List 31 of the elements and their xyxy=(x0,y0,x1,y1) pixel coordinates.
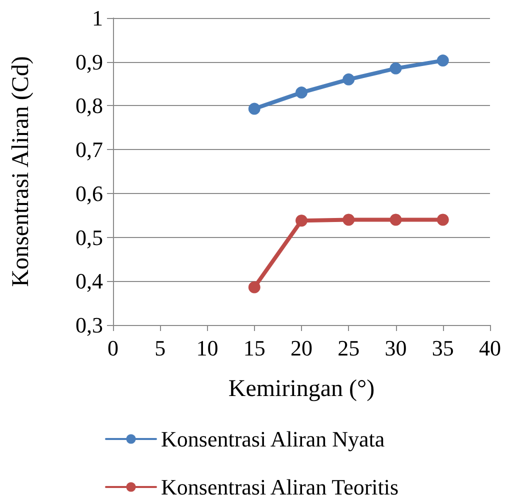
y-tick-label: 1 xyxy=(92,6,103,30)
y-axis-title: Konsentrasi Aliran (Cd) xyxy=(8,56,34,287)
x-tick-label: 40 xyxy=(479,336,501,360)
x-tick-label: 20 xyxy=(290,336,312,360)
x-tick-label: 35 xyxy=(432,336,454,360)
x-tick-label: 25 xyxy=(338,336,360,360)
point xyxy=(390,214,402,226)
point xyxy=(248,281,260,294)
x-tick-label: 0 xyxy=(108,336,118,360)
y-tick-label: 0,3 xyxy=(76,312,103,338)
y-tick-label: 0,8 xyxy=(76,93,103,118)
legend-label: Konsentrasi Aliran Nyata xyxy=(161,426,385,452)
y-tick-label: 0,7 xyxy=(76,137,103,162)
point xyxy=(390,62,402,74)
point xyxy=(342,214,355,226)
y-tick-label: 0,4 xyxy=(76,268,103,294)
y-tick-label: 0,6 xyxy=(76,180,103,206)
x-axis-title: Kemiringan (°) xyxy=(228,376,375,402)
point xyxy=(342,73,355,86)
point xyxy=(296,86,308,99)
x-tick-label: 5 xyxy=(154,336,166,360)
point xyxy=(248,102,260,115)
x-tick-label: 30 xyxy=(384,336,407,360)
x-tick-label: 15 xyxy=(243,336,266,360)
point xyxy=(436,54,449,67)
point xyxy=(296,214,308,227)
y-tick-label: 0,5 xyxy=(76,224,103,250)
point xyxy=(436,214,449,226)
x-tick-label: 10 xyxy=(196,336,218,360)
y-tick-label: 0,9 xyxy=(76,49,103,74)
legend-label: Konsentrasi Aliran Teoritis xyxy=(161,474,399,500)
